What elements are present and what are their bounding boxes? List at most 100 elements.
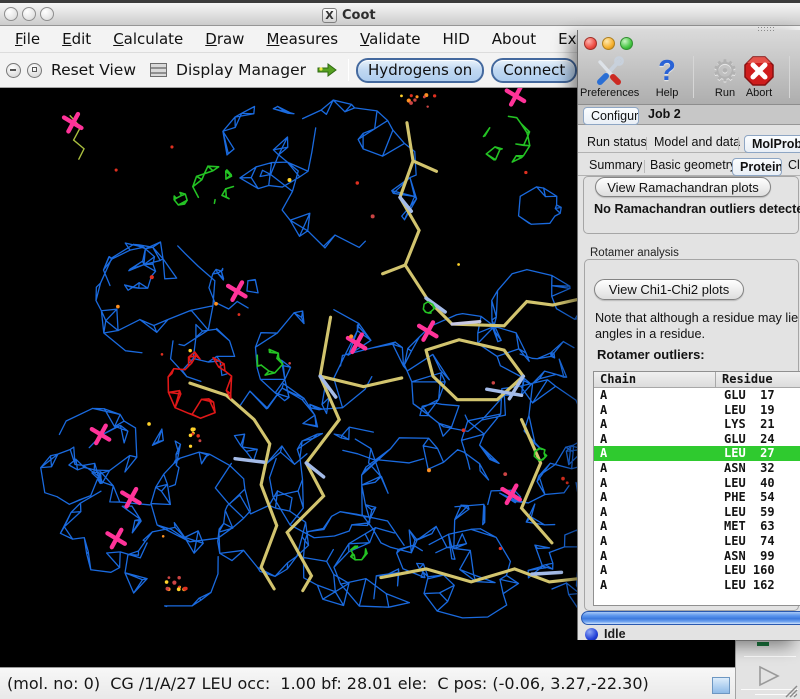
tab-job-2[interactable]: Job 2 [648,107,681,121]
menu-draw[interactable]: Draw [205,30,245,48]
residue-cell: PHE 54 [724,490,775,505]
divider [578,175,800,176]
help-button[interactable]: ? Help [638,54,696,100]
dialog-zoom-button[interactable] [620,37,633,50]
toolbar-item-label: Help [655,87,679,99]
residue-cell: LEU 19 [724,402,775,417]
x11-icon: X [322,7,337,23]
residue-cell: LEU 74 [724,533,775,548]
table-row[interactable]: A PHE 54 [594,490,800,505]
menu-validate[interactable]: Validate [360,30,421,48]
chain-cell: A [600,577,608,592]
column-header-residue[interactable]: Residue [722,372,773,386]
slider-groove[interactable] [744,656,796,657]
a-button[interactable]: A [790,54,800,99]
display-manager-icon[interactable] [150,63,168,77]
menu-edit[interactable]: Edit [62,30,92,48]
tab-model-and-data[interactable]: Model and data [654,135,741,149]
tab-run-status[interactable]: Run status [587,135,647,149]
table-row[interactable]: A LEU 40 [594,476,800,491]
menu-calculate[interactable]: Calculate [113,30,184,48]
chain-cell: A [600,504,608,519]
menu-ext[interactable]: Ext [558,30,583,48]
play-icon[interactable] [756,665,782,689]
chain-cell: A [600,490,608,505]
ramachandran-message: No Ramachandran outliers detecte [594,202,800,216]
table-row[interactable]: A ASN 32 [594,461,800,476]
dialog-titlebar[interactable]: Preferences?Help⚙RunAbortA [578,30,800,105]
rotamer-outliers-label: Rotamer outliers: [597,347,705,362]
resize-grip-icon[interactable] [784,684,799,698]
chain-cell: A [600,533,608,548]
table-row[interactable]: A GLU 24 [594,432,800,447]
residue-cell: LEU 59 [724,504,775,519]
table-row[interactable]: A LEU 27 [594,446,800,461]
table-row[interactable]: A LEU 162 [594,578,800,593]
menu-about[interactable]: About [491,30,537,48]
clipped [790,54,800,88]
display-manager-button[interactable]: Display Manager [176,61,307,79]
dialog-minimize-button[interactable] [602,37,615,50]
menu-measures[interactable]: Measures [266,30,339,48]
go-arrow-icon[interactable] [316,62,338,78]
divider [578,152,800,153]
corner-control-panel [735,640,800,699]
tab-molprobit[interactable]: MolProbit [744,135,800,153]
residue-cell: LEU 160 [724,563,775,578]
tab-protein[interactable]: Protein [732,158,782,176]
view-chi1-chi2-plots-button[interactable]: View Chi1-Chi2 plots [594,279,744,300]
gear-icon: ⚙ [711,54,739,88]
dialog-close-button[interactable] [584,37,597,50]
zoom-button[interactable] [40,7,54,21]
dialog-drag-grip[interactable] [757,26,775,31]
chain-cell: A [600,548,608,563]
table-row[interactable]: A LEU 74 [594,534,800,549]
table-row[interactable]: A LEU 59 [594,505,800,520]
menu-hid[interactable]: HID [442,30,470,48]
main-titlebar[interactable]: X Coot [0,3,800,26]
rotamer-frame-label: Rotamer analysis [590,247,679,259]
menu-file[interactable]: File [15,30,41,48]
run-button[interactable]: ⚙ Run [696,54,754,100]
redo-icon[interactable] [27,62,42,78]
undo-icon[interactable] [6,62,21,78]
close-button[interactable] [4,7,18,21]
molprobity-dialog: Preferences?Help⚙RunAbortA View Ramachan… [577,30,800,640]
toolbar-item-label: Preferences [580,87,640,99]
rotamer-outliers-table[interactable]: Chain Residue A GLU 17 A LEU 19 A LYS 21 A GLU 24… [593,371,800,606]
residue-cell: LEU 40 [724,475,775,490]
residue-cell: LYS 21 [724,417,775,432]
residue-cell: LEU 27 [724,446,775,461]
table-header-row[interactable]: Chain Residue [594,372,800,388]
hydrogens-toggle-button[interactable]: Hydrogens on [356,57,485,83]
scroll-thumb[interactable] [757,642,769,646]
column-header-chain[interactable]: Chain [594,372,716,387]
rotamer-note-line2: angles in a residue. [595,327,706,341]
blue-square-widget[interactable] [712,677,730,694]
residue-cell: GLU 17 [724,388,775,402]
preferences-button[interactable]: Preferences [580,54,640,99]
view-ramachandran-plots-button[interactable]: View Ramachandran plots [595,177,771,197]
slider-groove[interactable] [741,689,798,690]
abort-button[interactable]: Abort [730,54,788,99]
toolbar-separator [348,59,350,81]
reset-view-button[interactable]: Reset View [51,61,137,79]
slider-groove[interactable] [755,694,798,695]
table-row[interactable]: A MET 63 [594,519,800,534]
minimize-button[interactable] [22,7,36,21]
tab-cl[interactable]: Cl [788,158,800,172]
table-row[interactable]: A LYS 21 [594,417,800,432]
tab-separator [738,137,739,150]
tab-basic-geometry[interactable]: Basic geometry [650,158,737,172]
table-row[interactable]: A ASN 99 [594,549,800,564]
help-icon: ? [658,54,676,87]
tab-summary[interactable]: Summary [589,158,643,172]
table-row[interactable]: A GLU 17 [594,388,800,403]
connect-toggle-button[interactable]: Connect [491,57,578,83]
rotamer-note-line1: Note that although a residue may lie [595,311,799,325]
table-row[interactable]: A LEU 19 [594,403,800,418]
tools-icon [580,54,638,88]
table-row[interactable]: A LEU 160 [594,563,800,578]
tab-separator [646,137,647,150]
tab-configure[interactable]: Configure [583,107,639,125]
